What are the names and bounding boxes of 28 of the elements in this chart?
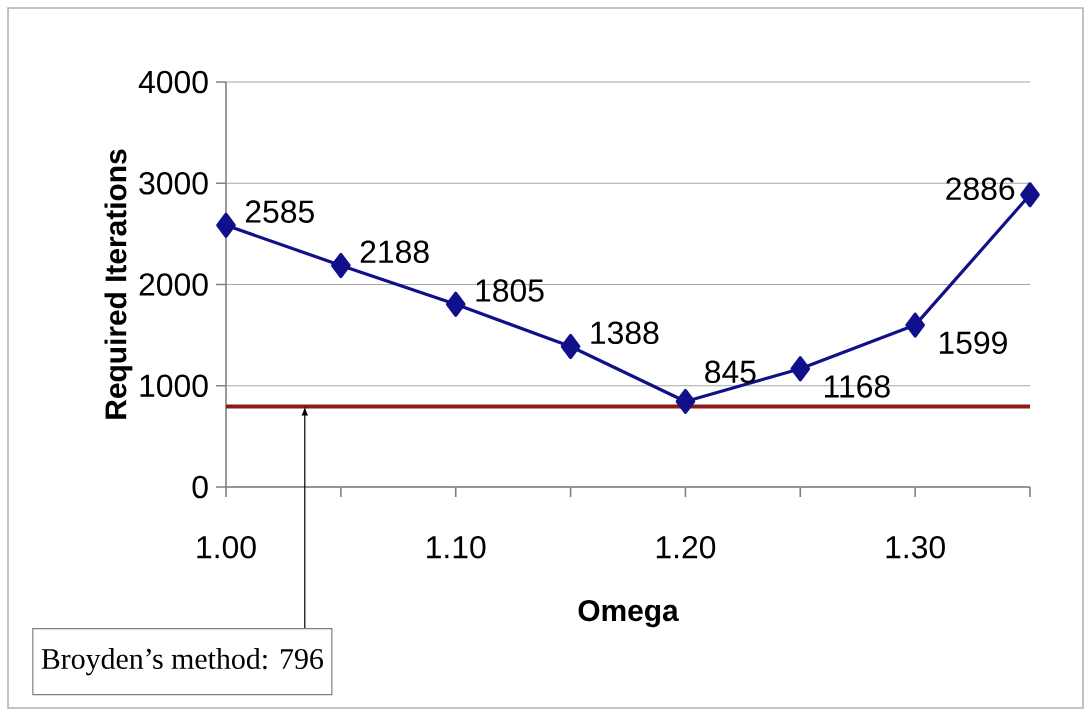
point <box>790 356 811 382</box>
data-label: 2886 <box>946 177 1015 201</box>
x-axis-title: Omega <box>578 600 679 628</box>
point <box>445 291 466 317</box>
data-label: 1599 <box>939 331 1007 355</box>
point <box>905 312 925 338</box>
y-tick-label: 3000 <box>139 171 208 195</box>
point <box>331 252 351 279</box>
data-label: 1388 <box>591 321 659 345</box>
point <box>1020 182 1040 208</box>
x-tick-label: 1.10 <box>427 535 486 559</box>
data-label: 1168 <box>825 375 890 398</box>
data-label: 1805 <box>476 279 544 302</box>
y-tick-label: 4000 <box>138 70 208 94</box>
point <box>216 212 236 238</box>
data-label: 2188 <box>360 240 429 264</box>
x-tick-label: 1.20 <box>656 535 716 559</box>
y-tick-label: 2000 <box>139 273 208 296</box>
y-tick-label: 0 <box>192 475 208 499</box>
data-label: 845 <box>705 360 756 384</box>
data-label: 2585 <box>245 200 314 223</box>
y-axis-title: Required Iterations <box>104 149 133 419</box>
point <box>560 333 581 360</box>
x-tick-label: 1.00 <box>197 535 256 559</box>
y-tick-label: 1000 <box>140 374 208 398</box>
ref-line-label: Broyden’s method: 796 <box>41 648 324 676</box>
x-tick-label: 1.30 <box>886 535 945 559</box>
point <box>675 388 696 414</box>
